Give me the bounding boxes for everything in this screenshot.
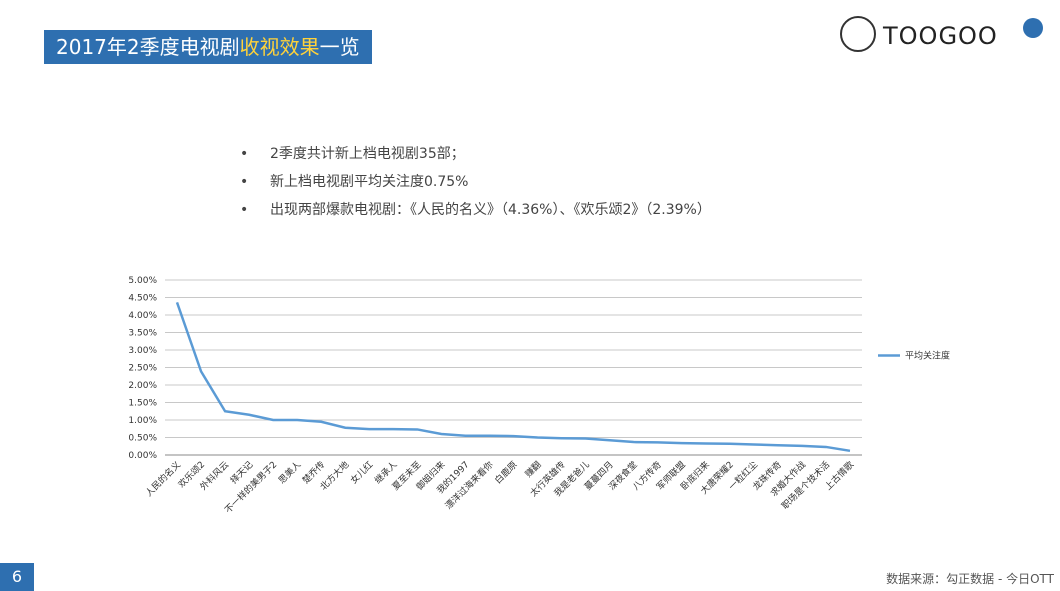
logo-circle — [840, 16, 876, 52]
title-part: 一览 — [319, 35, 360, 59]
y-tick-label: 3.00% — [128, 346, 157, 356]
x-tick-label: 思美人 — [276, 459, 304, 487]
logo-mark — [1023, 18, 1043, 38]
y-tick-label: 0.00% — [128, 451, 157, 461]
source: 数据来源：勾正数据 - 今日OTT — [886, 572, 1054, 586]
bullet: 2季度共计新上档电视剧35部； — [240, 140, 711, 168]
y-tick-label: 2.50% — [128, 364, 157, 374]
logo: TOOGOO — [840, 16, 1043, 52]
bullet-list: 2季度共计新上档电视剧35部； 新上档电视剧平均关注度0.75% 出现两部爆款电… — [240, 140, 711, 224]
page-number: 6 — [0, 563, 34, 591]
slide-title: 2017年2季度电视剧收视效果一览 — [44, 30, 372, 64]
line-series — [175, 301, 851, 453]
x-tick-label: 白鹿原 — [492, 459, 520, 487]
x-tick-label: 女儿红 — [348, 459, 376, 487]
brand: TOOGOO — [882, 22, 998, 50]
y-tick-label: 1.50% — [128, 399, 157, 409]
y-tick-label: 2.00% — [128, 381, 157, 391]
y-tick-label: 0.50% — [128, 434, 157, 444]
y-tick-label: 4.00% — [128, 311, 157, 321]
y-tick-label: 1.00% — [128, 416, 157, 426]
y-tick-label: 5.00% — [128, 276, 157, 286]
title-part: 2017年2季度电视剧 — [56, 35, 240, 59]
bullet: 出现两部爆款电视剧：《人民的名义》（4.36%）、《欢乐颂2》（2.39%） — [240, 196, 711, 224]
y-tick-label: 4.50% — [128, 294, 157, 304]
x-tick-label: 人民的名义 — [143, 459, 183, 499]
title-highlight: 收视效果 — [239, 35, 320, 59]
y-tick-label: 3.50% — [128, 329, 157, 339]
legend-label: 平均关注度 — [905, 350, 950, 362]
x-tick-label: 赚翻 — [522, 459, 543, 480]
bullet: 新上档电视剧平均关注度0.75% — [240, 168, 711, 196]
